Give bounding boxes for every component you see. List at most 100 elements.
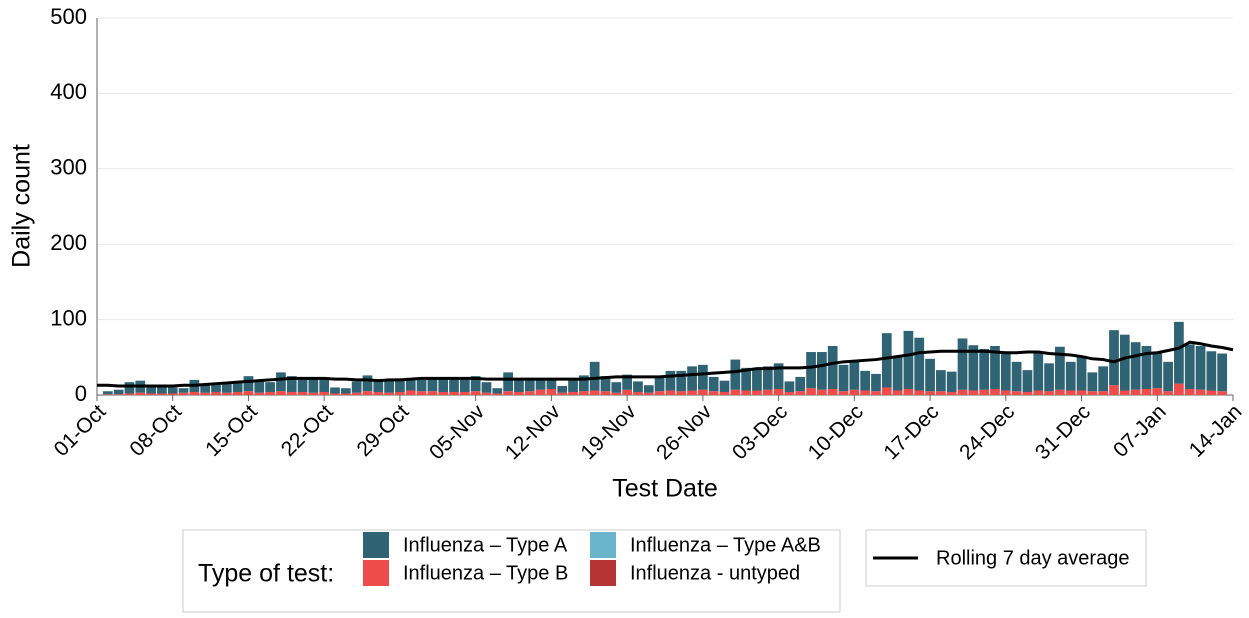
bar xyxy=(481,392,492,395)
bar xyxy=(589,390,600,395)
bar xyxy=(1119,334,1130,391)
bar xyxy=(979,349,990,390)
bar xyxy=(232,381,243,392)
x-tick-label: 01-Oct xyxy=(50,400,111,461)
bar xyxy=(849,360,860,390)
bar xyxy=(1141,388,1152,395)
bar xyxy=(557,392,568,395)
bar xyxy=(157,387,167,394)
bar xyxy=(254,381,265,393)
bar xyxy=(1011,391,1022,395)
bar xyxy=(124,393,135,395)
bar xyxy=(297,377,308,392)
legend-label: Influenza – Type B xyxy=(403,562,568,584)
bar xyxy=(243,376,254,392)
bar xyxy=(946,391,957,395)
bar xyxy=(384,392,394,395)
x-tick-label: 08-Oct xyxy=(125,400,186,461)
bar xyxy=(687,366,697,391)
bar xyxy=(1011,361,1022,392)
x-tick-label: 22-Oct xyxy=(277,400,338,461)
bar xyxy=(578,391,589,395)
bar xyxy=(1076,355,1087,391)
bar xyxy=(578,375,589,392)
bar xyxy=(881,387,892,395)
legend-swatch xyxy=(363,560,389,586)
bar xyxy=(1184,388,1195,395)
bar xyxy=(113,394,124,395)
bar xyxy=(1022,391,1033,395)
bar xyxy=(1195,345,1206,390)
bar xyxy=(1022,370,1033,392)
bar xyxy=(221,382,232,393)
bar xyxy=(752,367,762,391)
bar xyxy=(665,370,676,391)
bar xyxy=(1152,352,1163,389)
bar xyxy=(178,392,189,395)
bar xyxy=(925,391,935,395)
legend-box xyxy=(182,529,841,613)
bar xyxy=(243,391,254,395)
bar xyxy=(1044,363,1054,392)
bar xyxy=(957,338,968,390)
bar xyxy=(557,385,568,393)
bar xyxy=(286,376,297,392)
bar xyxy=(362,375,373,392)
bar xyxy=(124,382,135,394)
bar xyxy=(481,382,492,393)
bar xyxy=(979,389,990,395)
bar xyxy=(1206,390,1217,395)
bar xyxy=(741,367,752,391)
bar xyxy=(189,391,200,395)
bar xyxy=(1044,391,1054,395)
bar xyxy=(773,363,784,389)
bar xyxy=(395,378,405,392)
bar xyxy=(1000,390,1011,395)
bar xyxy=(146,385,156,394)
bar xyxy=(806,388,816,395)
bar xyxy=(1217,353,1228,392)
x-tick-label: 14-Jan xyxy=(1185,400,1247,462)
bar xyxy=(102,391,113,395)
y-tick-label: 0 xyxy=(75,381,87,406)
bar xyxy=(438,391,449,395)
bar xyxy=(340,393,351,395)
bar xyxy=(167,387,178,394)
bar xyxy=(340,388,351,394)
bar xyxy=(113,389,124,395)
bar xyxy=(135,392,146,395)
bar xyxy=(395,391,405,395)
bar xyxy=(373,379,384,392)
y-axis-title: Daily count xyxy=(8,144,36,268)
bar xyxy=(211,391,221,395)
legend-label: Rolling 7 day average xyxy=(936,547,1129,569)
bar xyxy=(892,357,903,391)
bar xyxy=(708,391,719,395)
bar xyxy=(351,381,362,393)
bar xyxy=(1098,391,1109,395)
bar xyxy=(838,391,849,395)
bar xyxy=(157,393,167,395)
bar xyxy=(1130,389,1141,395)
bar xyxy=(665,390,676,395)
bar xyxy=(1087,372,1098,392)
bar xyxy=(546,388,557,395)
bar xyxy=(524,391,535,395)
bar xyxy=(427,378,438,392)
bar xyxy=(1098,366,1109,392)
bar xyxy=(416,391,427,395)
bar xyxy=(1055,346,1065,390)
bar xyxy=(1065,361,1076,391)
bar xyxy=(914,390,925,395)
bar xyxy=(265,391,275,395)
bar xyxy=(838,364,849,392)
bar xyxy=(654,391,665,395)
bar xyxy=(438,377,449,392)
x-tick-label: 19-Nov xyxy=(576,400,640,464)
bar xyxy=(903,388,914,395)
bar xyxy=(319,391,330,395)
bar xyxy=(741,390,752,395)
bar xyxy=(1195,389,1206,395)
bar xyxy=(589,361,600,391)
